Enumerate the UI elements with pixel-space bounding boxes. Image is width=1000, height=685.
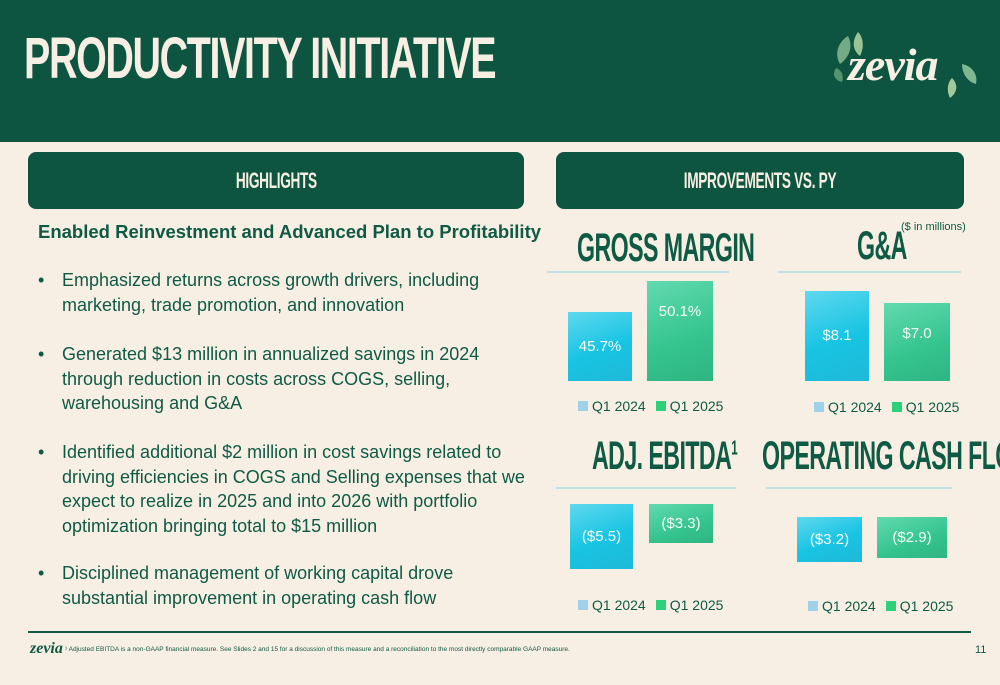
bullet-item: • Generated $13 million in annualized sa… <box>38 342 532 416</box>
bullet-dot-icon: • <box>38 344 45 364</box>
bullet-dot-icon: • <box>38 442 45 462</box>
footnote-marker: 1 <box>731 437 738 460</box>
improvements-heading: IMPROVEMENTS VS. PY <box>683 167 837 193</box>
bar-label-adj-ebitda-q1-2025: ($3.3) <box>661 515 701 532</box>
chart-title-operating-cash-flows: OPERATING CASH FLOWS <box>762 434 1000 478</box>
improvements-heading-pill: IMPROVEMENTS VS. PY <box>556 152 964 209</box>
bar-label-g-and-a-q1-2024: $8.1 <box>822 327 852 344</box>
chart-title-rule <box>766 487 952 489</box>
legend-swatch-q1-2024 <box>808 601 818 611</box>
page-title: PRODUCTIVITY INITIATIVE <box>24 26 497 91</box>
bullet-text: Identified additional $2 million in cost… <box>62 442 525 536</box>
bar-gross-margin-q1-2025 <box>647 281 713 381</box>
bar-label-gross-margin-q1-2024: 45.7% <box>578 338 622 355</box>
chart-title-g-and-a: G&A <box>857 224 907 268</box>
bar-operating-cash-flows-q1-2024 <box>797 517 862 562</box>
legend-swatch-q1-2025 <box>891 402 902 412</box>
bar-label-gross-margin-q1-2025: 50.1% <box>658 303 702 320</box>
bar-gross-margin-q1-2024 <box>568 312 632 381</box>
legend-label: Q1 2024 <box>822 598 876 614</box>
bar-label-adj-ebitda-q1-2024: ($5.5) <box>581 528 622 545</box>
bullet-item: • Disciplined management of working capi… <box>38 561 532 610</box>
legend-label: Q1 2025 <box>905 399 960 415</box>
bar-adj-ebitda-q1-2025 <box>649 504 713 543</box>
legend-gross-margin: Q1 2024 Q1 2025 <box>578 398 733 414</box>
logo-wordmark: zevia <box>848 39 939 90</box>
unit-note: ($ in millions) <box>901 221 966 233</box>
bar-label-operating-cash-flows-q1-2024: ($3.2) <box>809 531 850 548</box>
chart-title-gross-margin: GROSS MARGIN <box>577 226 755 270</box>
bullet-text: Disciplined management of working capita… <box>62 563 454 608</box>
legend-g-and-a: Q1 2024 Q1 2025 <box>814 399 969 415</box>
bar-operating-cash-flows-q1-2025 <box>877 517 947 558</box>
footer-logo: zevia <box>30 640 63 657</box>
highlights-heading-pill: HIGHLIGHTS <box>28 152 524 209</box>
footnote: ¹ Adjusted EBITDA is a non-GAAP financia… <box>65 646 570 653</box>
chart-title-rule <box>556 487 736 489</box>
footer-rule <box>28 631 971 633</box>
highlights-heading: HIGHLIGHTS <box>235 167 317 193</box>
leaf-icon <box>834 32 977 98</box>
legend-label: Q1 2024 <box>828 399 882 415</box>
legend-operating-cash-flows: Q1 2024 Q1 2025 <box>808 598 963 614</box>
legend-label: Q1 2025 <box>899 598 954 614</box>
bar-g-and-a-q1-2024 <box>805 291 869 381</box>
legend-swatch-q1-2025 <box>885 601 896 611</box>
legend-swatch-q1-2025 <box>655 401 666 411</box>
zevia-logo: zevia <box>830 28 980 100</box>
legend-label: Q1 2025 <box>669 398 724 414</box>
chart-title-text: ADJ. EBITDA <box>592 434 732 478</box>
chart-title-adj-ebitda: ADJ. EBITDA1 <box>592 434 738 478</box>
bullet-dot-icon: • <box>38 563 45 583</box>
highlights-subheading: Enabled Reinvestment and Advanced Plan t… <box>38 221 542 242</box>
legend-swatch-q1-2024 <box>578 401 588 411</box>
legend-label: Q1 2025 <box>669 597 724 613</box>
chart-title-rule <box>778 271 961 273</box>
chart-title-rule <box>547 271 729 273</box>
bullet-item: • Emphasized returns across growth drive… <box>38 268 532 317</box>
bullet-dot-icon: • <box>38 270 45 290</box>
legend-swatch-q1-2024 <box>814 402 824 412</box>
bar-adj-ebitda-q1-2024 <box>570 504 633 569</box>
legend-swatch-q1-2025 <box>655 600 666 610</box>
header-band: PRODUCTIVITY INITIATIVE zevia <box>0 0 1000 142</box>
bullet-item: • Identified additional $2 million in co… <box>38 440 532 538</box>
bar-label-g-and-a-q1-2025: $7.0 <box>902 325 932 342</box>
bullet-text: Generated $13 million in annualized savi… <box>62 344 480 413</box>
bullet-text: Emphasized returns across growth drivers… <box>62 270 480 315</box>
bar-label-operating-cash-flows-q1-2025: ($2.9) <box>892 529 932 546</box>
page-number: 11 <box>975 644 987 656</box>
legend-adj-ebitda: Q1 2024 Q1 2025 <box>578 597 733 613</box>
bar-g-and-a-q1-2025 <box>884 303 950 381</box>
legend-label: Q1 2024 <box>592 398 646 414</box>
legend-swatch-q1-2024 <box>578 600 588 610</box>
legend-label: Q1 2024 <box>592 597 646 613</box>
